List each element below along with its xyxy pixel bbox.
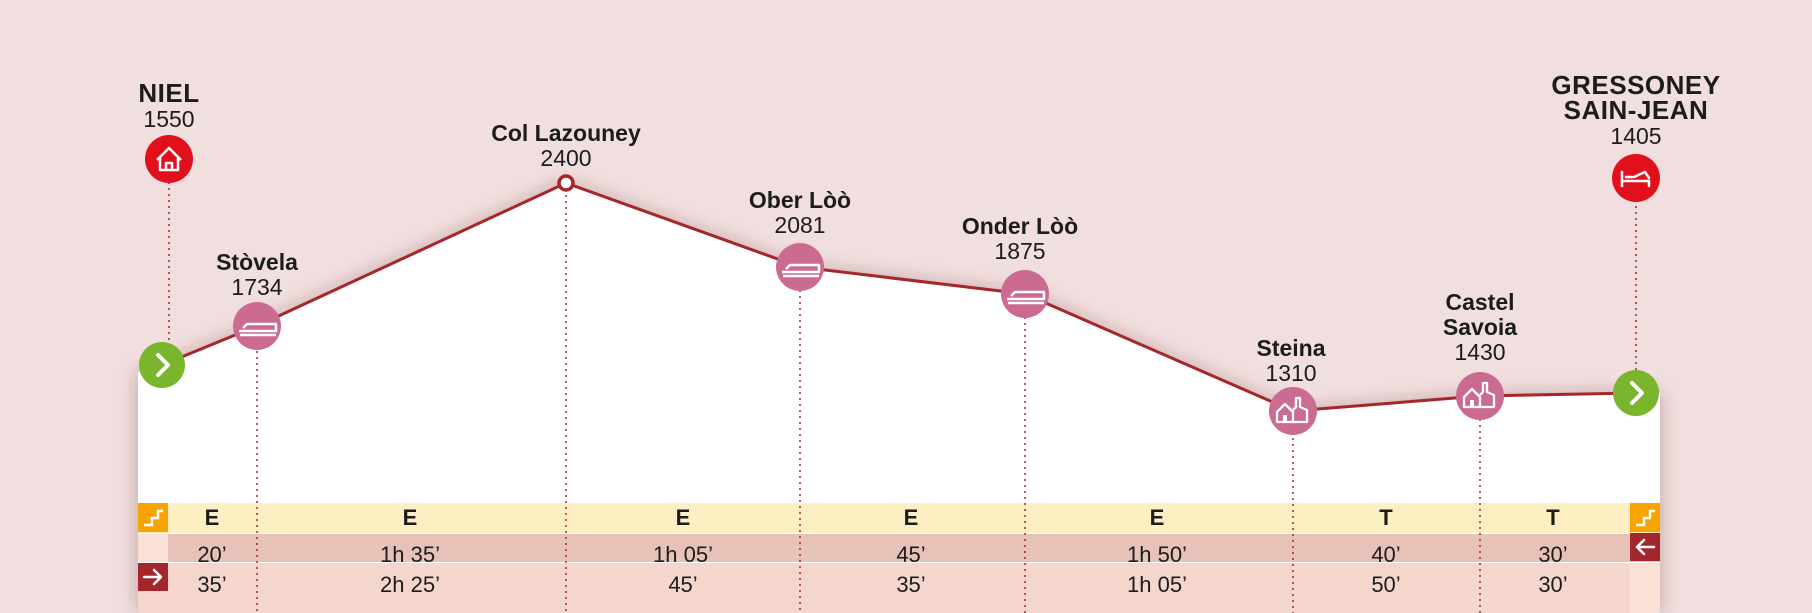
difficulty-grade: E [1150,505,1165,530]
time-forward: 30’ [1538,572,1567,597]
difficulty-grade: E [904,505,919,530]
time-reverse: 45’ [896,542,925,567]
point-elevation: 1734 [231,274,282,300]
time-reverse: 20’ [197,542,226,567]
point-name: Col Lazouney [491,120,641,146]
route-arrow-icon [1613,370,1659,416]
pass-marker-icon [557,174,575,192]
point-name: SAIN-JEAN [1564,95,1709,125]
forward-arrow-icon [138,563,168,591]
difficulty-grade: E [676,505,691,530]
point-name: Castel [1445,289,1514,315]
village-icon [1456,372,1504,420]
point-name: Stòvela [216,249,298,275]
difficulty-grade: E [205,505,220,530]
bed-icon [1612,154,1660,202]
time-reverse: 1h 05’ [653,542,713,567]
difficulty-grade: E [403,505,418,530]
reverse-arrow-icon [1630,533,1660,561]
time-reverse: 1h 35’ [380,542,440,567]
point-elevation: 1310 [1265,360,1316,386]
hut-icon [233,302,281,350]
time-forward: 35’ [197,572,226,597]
time-forward: 1h 05’ [1127,572,1187,597]
time-reverse: 30’ [1538,542,1567,567]
hut-icon [776,243,824,291]
hut-icon [1001,270,1049,318]
difficulty-grade: T [1379,505,1393,530]
time-legend-blank-right [1630,563,1660,613]
point-name: Savoia [1443,314,1517,340]
point-elevation: 2400 [540,145,591,171]
route-arrow-icon [139,342,185,388]
point-elevation: 1405 [1610,123,1661,149]
point-name: NIEL [138,78,199,108]
time-band-reverse [138,534,1660,562]
point-elevation: 1430 [1454,339,1505,365]
point-name: Onder Lòò [962,213,1078,239]
point-elevation: 2081 [774,212,825,238]
village-icon [1269,387,1317,435]
point-name: GRESSONEY [1551,70,1720,100]
difficulty-grade: T [1546,505,1560,530]
difficulty-band [138,503,1660,533]
time-band-forward [138,563,1660,613]
point-elevation: 1550 [143,106,194,132]
time-legend-blank-left [138,534,168,562]
time-forward: 35’ [896,572,925,597]
point-elevation: 1875 [994,238,1045,264]
time-reverse: 40’ [1371,542,1400,567]
time-forward: 2h 25’ [380,572,440,597]
house-icon [145,135,193,183]
difficulty-legend-icon-left [138,503,168,532]
time-forward: 50’ [1371,572,1400,597]
point-name: Steina [1256,335,1325,361]
difficulty-legend-icon-right [1630,503,1660,532]
point-name: Ober Lòò [749,187,851,213]
time-forward: 45’ [668,572,697,597]
profile-line [161,181,1637,413]
time-reverse: 1h 50’ [1127,542,1187,567]
